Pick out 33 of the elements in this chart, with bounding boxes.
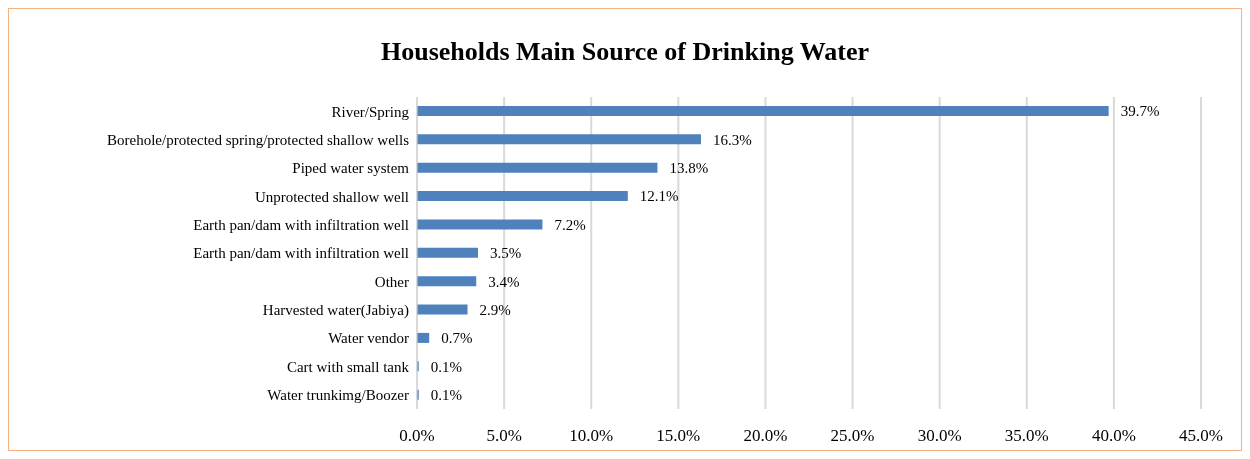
y-tick-label: River/Spring <box>331 103 410 120</box>
data-label: 2.9% <box>479 301 511 318</box>
chart-title: Households Main Source of Drinking Water <box>379 37 870 68</box>
x-tick-label: 20.0% <box>743 426 788 446</box>
x-tick-label: 5.0% <box>486 426 522 446</box>
data-label: 0.1% <box>430 386 462 403</box>
y-tick-label: Other <box>374 273 409 290</box>
y-tick-label: Water trunkimg/Boozer <box>267 387 409 404</box>
x-tick-label: 40.0% <box>1091 426 1136 446</box>
data-label: 39.7% <box>1120 103 1160 120</box>
data-label: 12.1% <box>639 188 679 205</box>
x-tick-label: 25.0% <box>830 426 875 446</box>
data-label: 0.7% <box>441 330 473 347</box>
x-tick-label: 30.0% <box>917 426 962 446</box>
x-tick-label: 0.0% <box>399 426 435 446</box>
data-label: 7.2% <box>554 216 586 233</box>
y-tick-label: Earth pan/dam with infiltration well <box>193 216 409 233</box>
x-tick-label: 45.0% <box>1179 426 1223 446</box>
y-tick-label: Harvested water(Jabiya) <box>262 302 409 320</box>
x-tick-label: 10.0% <box>569 426 614 446</box>
y-tick-label: Earth pan/dam with infiltration well <box>193 245 409 262</box>
data-label: 13.8% <box>669 160 709 177</box>
y-tick-label: Unprotected shallow well <box>254 188 409 205</box>
data-label: 3.4% <box>488 273 520 290</box>
data-label: 3.5% <box>489 245 522 262</box>
y-tick-label: Cart with small tank <box>286 358 410 375</box>
y-tick-label: Piped water system <box>292 160 410 177</box>
data-label: 0.1% <box>430 358 462 375</box>
data-label: 16.3% <box>712 131 752 148</box>
y-tick-label: Water vendor <box>328 330 409 347</box>
x-tick-label: 35.0% <box>1004 426 1049 446</box>
x-tick-label: 15.0% <box>656 426 701 446</box>
y-tick-label: Borehole/protected spring/protected shallow wells <box>107 131 410 148</box>
